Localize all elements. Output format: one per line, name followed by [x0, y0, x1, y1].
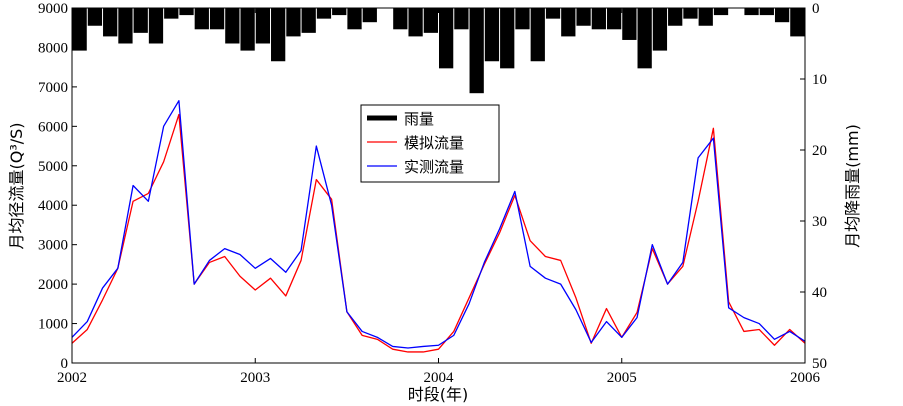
left-y-tick-label: 6000: [38, 119, 68, 135]
rain-bar: [469, 8, 484, 94]
rain-bar: [744, 8, 759, 16]
legend-label-simulated: 模拟流量: [404, 134, 464, 152]
right-y-axis-label: 月均降雨量(mm): [843, 124, 862, 248]
rain-bar: [484, 8, 500, 62]
axis-ticks: 2002 2003 2004 2005 200601000200030004000500…: [38, 1, 827, 386]
left-y-tick-label: 4000: [38, 198, 68, 214]
left-y-tick-label: 3000: [38, 238, 68, 254]
x-axis-label: 时段(年): [408, 385, 469, 404]
rain-bar: [454, 8, 469, 30]
x-tick-label: 2005: [607, 370, 637, 386]
rain-bar: [790, 8, 805, 37]
left-y-tick-label: 1000: [38, 317, 68, 333]
rain-bar: [393, 8, 408, 30]
right-y-tick-label: 30: [812, 214, 827, 230]
x-tick-label: 2002: [57, 370, 87, 386]
rain-bar: [774, 8, 790, 23]
rain-bar: [759, 8, 774, 16]
rainfall-bars: [72, 8, 805, 94]
left-y-tick-label: 7000: [38, 80, 68, 96]
right-y-tick-label: 10: [812, 72, 827, 88]
rain-bar: [576, 8, 591, 26]
rain-bar: [423, 8, 438, 33]
rain-bar: [545, 8, 561, 19]
observed-flow-line: [71, 100, 806, 349]
rain-bar: [118, 8, 133, 44]
rain-bar: [408, 8, 423, 37]
rain-bar: [622, 8, 637, 40]
rain-bar: [316, 8, 332, 19]
rain-bar: [515, 8, 530, 30]
legend-label-observed: 实测流量: [404, 158, 464, 176]
rain-bar: [530, 8, 545, 62]
x-tick-label: 2006: [790, 370, 821, 386]
rain-bar: [668, 8, 683, 26]
rain-bar: [179, 8, 194, 16]
flow-lines: [71, 100, 806, 353]
left-y-tick-label: 2000: [38, 277, 68, 293]
left-y-tick-label: 9000: [38, 1, 68, 17]
left-y-axis-label: 月均径流量(Q³/S): [7, 122, 26, 249]
x-tick-label: 2004: [424, 370, 455, 386]
rain-bar: [332, 8, 347, 16]
rain-bar: [561, 8, 576, 37]
rain-bar: [148, 8, 164, 44]
rain-bar: [103, 8, 118, 37]
left-y-tick-label: 8000: [38, 40, 68, 56]
rain-bar: [637, 8, 652, 69]
rain-bar: [439, 8, 454, 69]
rain-bar: [194, 8, 209, 30]
right-y-tick-label: 40: [812, 285, 827, 301]
rain-bar: [87, 8, 103, 26]
right-y-tick-label: 20: [812, 143, 827, 159]
rain-bar: [72, 8, 87, 51]
rain-bar: [606, 8, 622, 30]
legend-label-rain: 雨量: [404, 110, 434, 128]
left-y-tick-label: 5000: [38, 159, 68, 175]
rain-bar: [225, 8, 240, 44]
rain-bar: [286, 8, 301, 37]
right-y-tick-label: 50: [812, 356, 827, 372]
rain-bar: [271, 8, 286, 62]
right-y-tick-label: 0: [812, 1, 820, 17]
rain-bar: [255, 8, 271, 44]
rain-bar: [164, 8, 179, 19]
rain-bar: [240, 8, 255, 51]
rain-bar: [591, 8, 606, 30]
rain-bar: [209, 8, 225, 30]
plot-frame: [71, 7, 806, 364]
rain-bar: [133, 8, 148, 33]
rain-bar: [713, 8, 729, 16]
rain-bar: [698, 8, 713, 26]
rain-bar: [652, 8, 668, 51]
rain-bar: [301, 8, 316, 33]
rain-bar: [347, 8, 362, 30]
left-y-tick-label: 0: [61, 356, 69, 372]
rain-bar: [362, 8, 377, 23]
legend: 雨量 模拟流量 实测流量: [360, 104, 500, 183]
rain-bar: [500, 8, 515, 69]
x-tick-label: 2003: [240, 370, 270, 386]
rain-bar: [683, 8, 698, 19]
